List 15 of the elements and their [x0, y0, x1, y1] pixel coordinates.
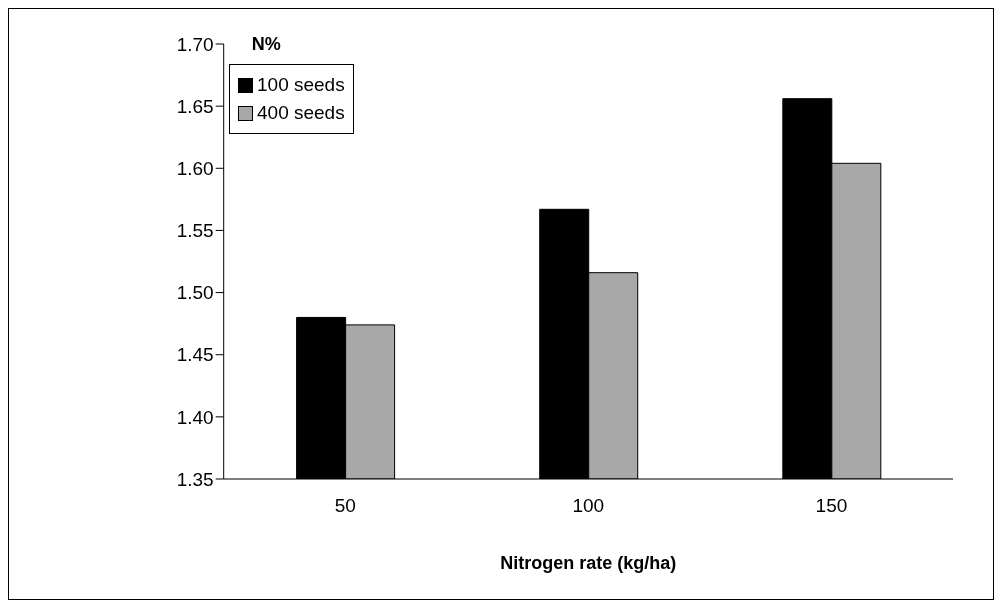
y-tick-label: 1.50: [176, 282, 214, 304]
y-tick-label: 1.35: [176, 468, 214, 490]
legend-label: 100 seeds: [256, 73, 345, 97]
y-tick-label: 1.60: [176, 158, 214, 180]
y-axis-title: N%: [251, 34, 281, 54]
y-tick-label: 1.45: [176, 344, 214, 366]
y-tick-label: 1.65: [176, 95, 214, 117]
y-tick-label: 1.55: [176, 220, 214, 242]
legend-label: 400 seeds: [256, 101, 345, 125]
y-tick-label: 1.70: [176, 33, 214, 55]
x-tick-label: 100: [572, 495, 605, 517]
x-tick-label: 50: [334, 495, 356, 517]
x-axis-title: Nitrogen rate (kg/ha): [500, 553, 677, 573]
x-tick-label: 150: [815, 495, 848, 517]
y-tick-label: 1.40: [176, 406, 214, 428]
